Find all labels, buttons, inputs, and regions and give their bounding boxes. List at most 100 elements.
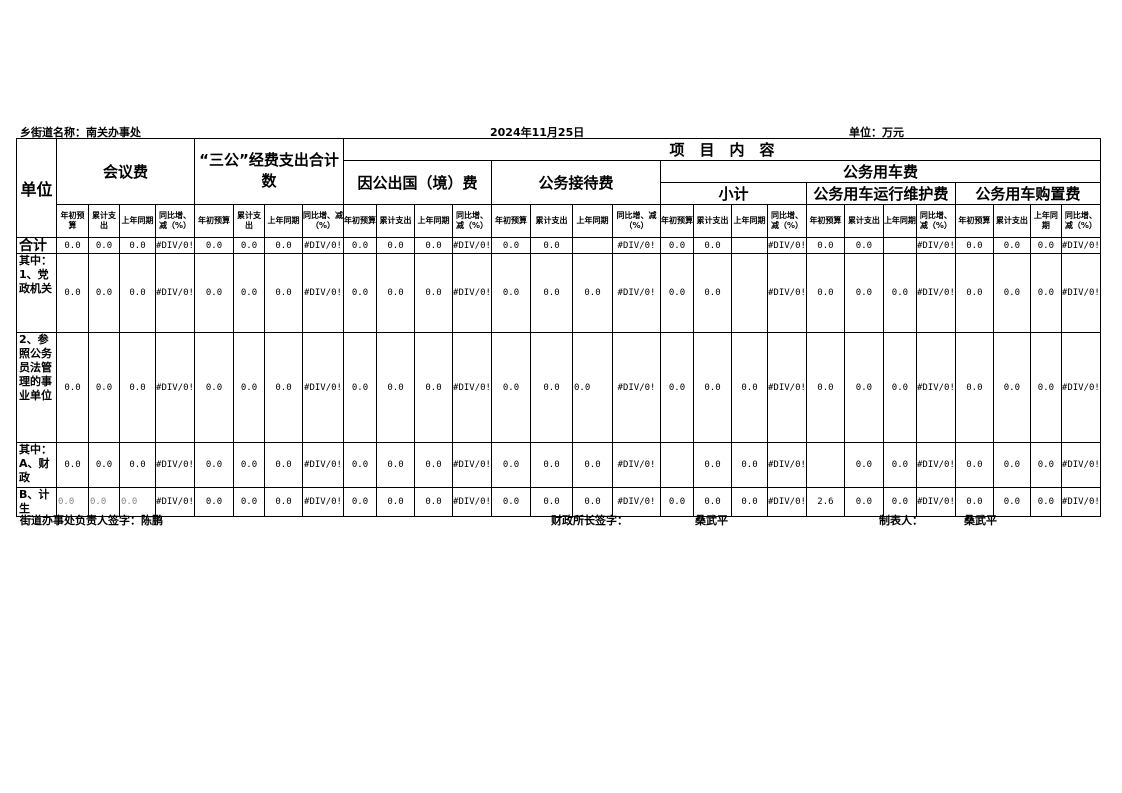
table-cell: #DIV/0! (612, 253, 661, 333)
unit-label: 单位：万元 (849, 126, 904, 139)
table-cell: 0.0 (660, 253, 694, 333)
table-cell: 0.0 (992, 237, 1031, 254)
sub-header: 年初预算 (56, 204, 89, 238)
table-cell: #DIV/0! (452, 442, 492, 488)
table-cell: 0.0 (264, 487, 303, 517)
table-cell: 0.0 (660, 332, 694, 443)
sub-header: 上年同期 (119, 204, 156, 238)
table-row: 其中：A、财政 0.0 0.0 0.0 #DIV/0! 0.0 0.0 0.0 #DIV/0! 0… (16, 442, 1101, 488)
table-cell: 0.0 (119, 442, 156, 488)
table-cell: 0.0 (376, 253, 415, 333)
vehicle-header: 公务用车费 (660, 160, 1101, 183)
table-cell: #DIV/0! (915, 237, 956, 254)
table-cell: 0.0 (805, 332, 845, 443)
table-cell: 0.0 (882, 442, 917, 488)
table-cell: 0.0 (56, 237, 89, 254)
table-cell: 0.0 (731, 442, 768, 488)
table-cell: #DIV/0! (452, 332, 492, 443)
sub-header: 累计支出 (88, 204, 120, 238)
table-row: B、计生 0.0 0.0 0.0 #DIV/0! 0.0 0.0 0.0 #DIV/0! 0.0 0… (16, 487, 1101, 517)
table-cell (660, 442, 694, 488)
table-cell: 0.0 (376, 442, 415, 488)
reception-header: 公务接待费 (491, 160, 661, 205)
table-cell: 0.0 (194, 237, 234, 254)
table-row: 合计 0.0 0.0 0.0 #DIV/0! 0.0 0.0 0.0 #DIV/0! 0.0 0.0… (16, 237, 1101, 254)
table-cell: 0.0 (660, 237, 694, 254)
table-cell: 0.0 (56, 253, 89, 333)
table-row: 2、参照公务员法管理的事业单位 0.0 0.0 0.0 #DIV/0! 0.0 0.0 0.0… (16, 332, 1101, 443)
table-cell: 0.0 (992, 253, 1031, 333)
sub-header: 上年同期 (414, 204, 453, 238)
table-cell: 0.0 (693, 253, 732, 333)
table-cell (731, 253, 768, 333)
table-cell: 0.0 (530, 332, 573, 443)
table-cell: #DIV/0! (302, 332, 344, 443)
sub-header: 累计支出 (530, 204, 573, 238)
table-cell: 0.0 (693, 442, 732, 488)
table-cell: #DIV/0! (612, 332, 661, 443)
table-cell: 0.0 (414, 332, 453, 443)
table-row: 其中：1、党政机关 0.0 0.0 0.0 #DIV/0! 0.0 0.0 0.0 #DIV/0… (16, 253, 1101, 333)
table-cell: #DIV/0! (302, 237, 344, 254)
maker-label: 制表人： (879, 514, 923, 527)
table-cell: 0.0 (414, 237, 453, 254)
table-cell: #DIV/0! (302, 253, 344, 333)
table-cell: 0.0 (954, 253, 994, 333)
table-cell: #DIV/0! (767, 332, 807, 443)
table-cell: 2.6 (805, 487, 845, 517)
project-content-header: 项 目 内 容 (343, 138, 1101, 161)
table-cell: 0.0 (264, 332, 303, 443)
sub-header: 上年同期 (264, 204, 303, 238)
table-cell: #DIV/0! (1060, 253, 1101, 333)
table-cell: 0.0 (1029, 237, 1062, 254)
table-cell: #DIV/0! (452, 487, 492, 517)
table-cell: 0.0 (572, 332, 613, 443)
sub-header: 年初预算 (491, 204, 531, 238)
table-cell: 0.0 (233, 332, 265, 443)
table-cell: #DIV/0! (1060, 237, 1101, 254)
table-cell: 0.0 (343, 442, 377, 488)
table-cell: 0.0 (343, 487, 377, 517)
table-cell: 0.0 (376, 487, 415, 517)
table-cell: #DIV/0! (155, 253, 195, 333)
table-cell: #DIV/0! (767, 442, 807, 488)
table-cell: 0.0 (194, 253, 234, 333)
finance-signature-label: 财政所长签字： (551, 514, 628, 527)
table-cell: 0.0 (530, 237, 573, 254)
sub-header: 同比增、减（%） (302, 204, 344, 238)
table-cell: 0.0 (882, 332, 917, 443)
table-cell: 0.0 (992, 332, 1031, 443)
table-cell: 0.0 (954, 237, 994, 254)
sub-header: 累计支出 (376, 204, 415, 238)
sub-header: 上年同期 (882, 204, 917, 238)
table-cell: 0.0 (264, 442, 303, 488)
table-cell: #DIV/0! (302, 442, 344, 488)
table-cell: 0.0 (343, 237, 377, 254)
table-cell: 0.0 (194, 487, 234, 517)
table-cell: 0.0 (491, 253, 531, 333)
table-cell: 0.0 (194, 332, 234, 443)
table-cell: 0.0 (491, 442, 531, 488)
table-cell: 0.0 (572, 487, 613, 517)
table-cell: 0.0 (233, 237, 265, 254)
table-cell: 0.0 (693, 487, 732, 517)
table-cell: 0.0 (843, 332, 884, 443)
table-cell: #DIV/0! (1060, 442, 1101, 488)
sub-header: 累计支出 (233, 204, 265, 238)
vehicle-maintenance-header: 公务用车运行维护费 (805, 182, 956, 205)
sub-header: 年初预算 (194, 204, 234, 238)
table-cell: 0.0 (88, 442, 120, 488)
table-cell: #DIV/0! (302, 487, 344, 517)
sub-header: 同比增、减（%） (612, 204, 661, 238)
table-cell: #DIV/0! (452, 253, 492, 333)
table-cell: 0.0 (414, 487, 453, 517)
table-cell: 0.0 (731, 487, 768, 517)
sub-header: 累计支出 (843, 204, 884, 238)
table-cell: 0.0 (992, 442, 1031, 488)
region-name: 乡街道名称：南关办事处 (20, 126, 141, 139)
table-cell: 0.0 (882, 253, 917, 333)
expense-table: 单位 会议费 “三公”经费支出合计数 项 目 内 容 因公出国（境）费 公务接待… (16, 138, 1101, 517)
table-cell: 0.0 (954, 332, 994, 443)
table-cell: #DIV/0! (1060, 487, 1101, 517)
row-label: 2、参照公务员法管理的事业单位 (16, 332, 57, 443)
